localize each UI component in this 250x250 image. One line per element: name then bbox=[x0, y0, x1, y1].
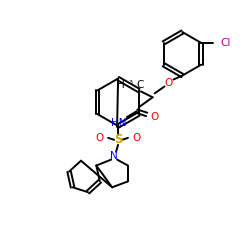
Text: S: S bbox=[114, 133, 122, 146]
Text: O: O bbox=[150, 112, 159, 122]
Text: N: N bbox=[110, 151, 118, 161]
Text: HN: HN bbox=[111, 118, 127, 128]
Text: O: O bbox=[95, 133, 104, 143]
Text: 3: 3 bbox=[129, 80, 133, 86]
Text: O: O bbox=[133, 133, 141, 143]
Text: C: C bbox=[136, 80, 143, 90]
Text: H: H bbox=[117, 80, 125, 90]
Text: O: O bbox=[164, 78, 173, 88]
Text: Cl: Cl bbox=[220, 38, 230, 48]
